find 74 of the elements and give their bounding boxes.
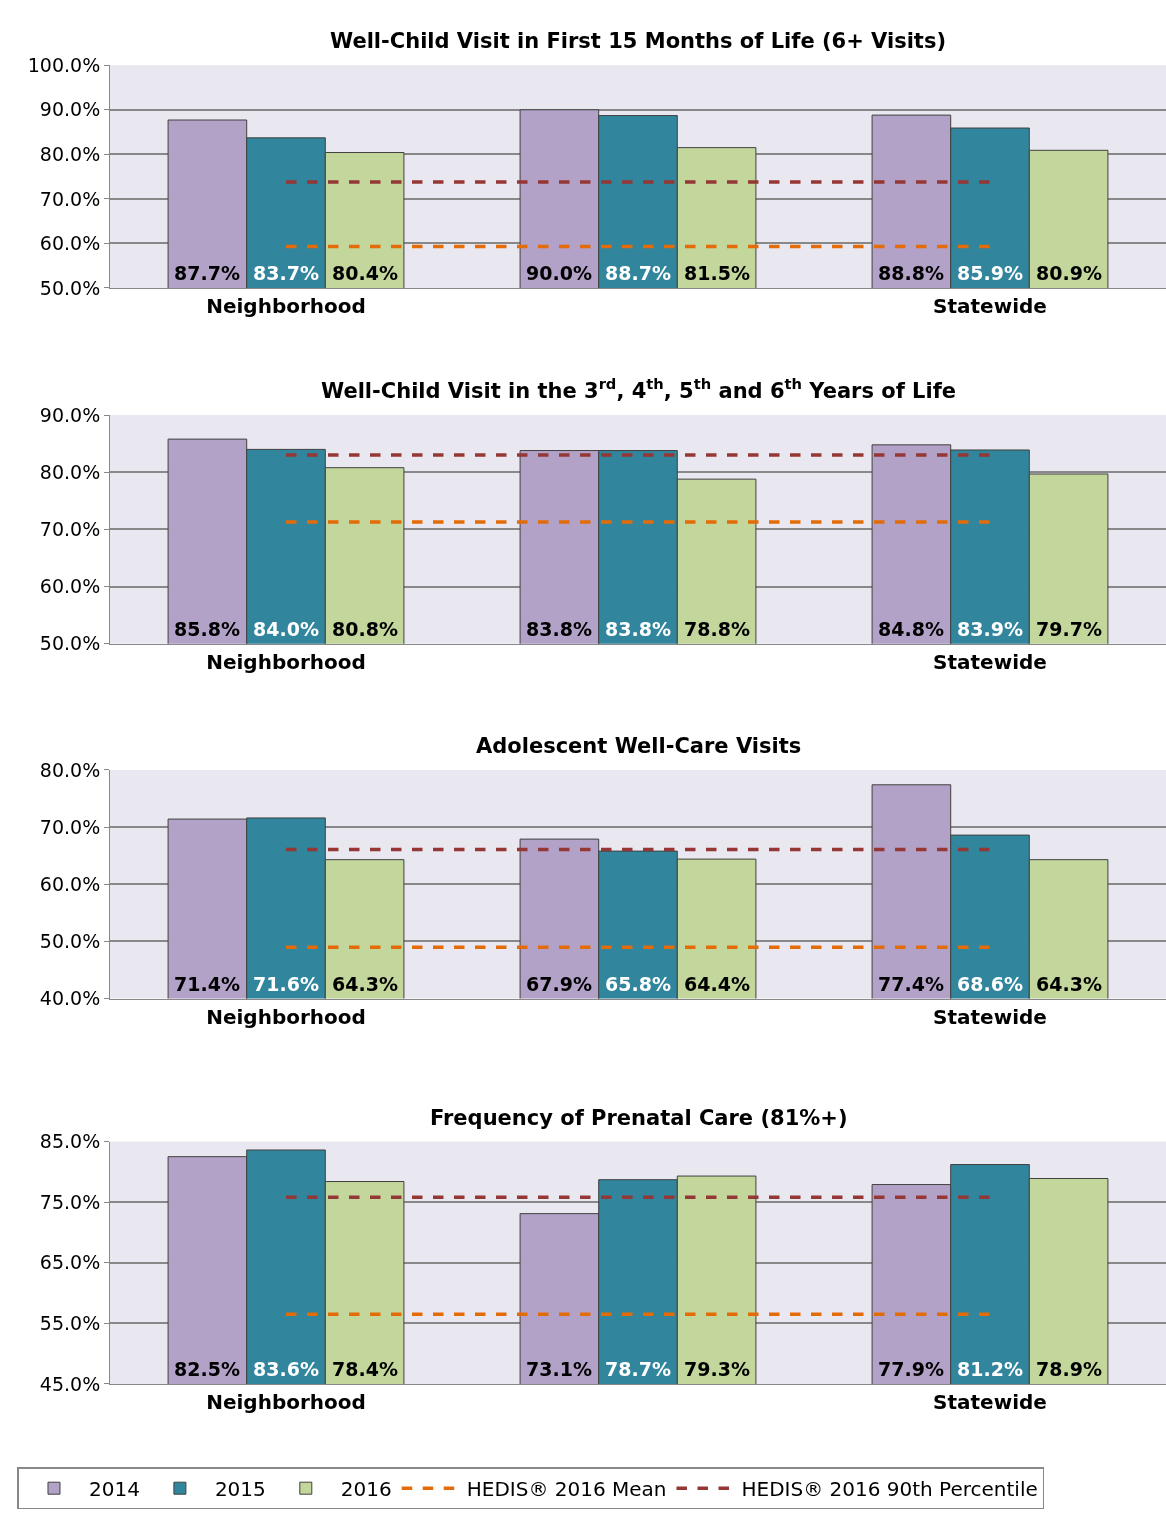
data-label: 73.1% bbox=[526, 1358, 592, 1380]
data-label: 71.6% bbox=[253, 973, 319, 995]
data-label: 80.8% bbox=[332, 618, 398, 640]
data-label: 83.8% bbox=[605, 618, 671, 640]
legend-label: 2016 bbox=[340, 1477, 392, 1501]
y-tick-label: 45.0% bbox=[39, 1372, 101, 1395]
y-tick-label: 70.0% bbox=[39, 518, 101, 541]
data-label: 77.4% bbox=[878, 973, 944, 995]
x-tick-label: Neighborhood bbox=[206, 1004, 366, 1029]
data-label: 64.4% bbox=[684, 973, 750, 995]
data-label: 78.8% bbox=[684, 618, 750, 640]
legend-label: HEDIS® 2016 90th Percentile bbox=[741, 1477, 1038, 1501]
x-tick-label: Neighborhood bbox=[206, 293, 366, 318]
data-label: 71.4% bbox=[174, 973, 240, 995]
y-tick-label: 50.0% bbox=[39, 632, 101, 655]
y-tick-label: 60.0% bbox=[39, 872, 101, 895]
x-tick-label: Statewide bbox=[933, 1389, 1047, 1414]
data-label: 83.9% bbox=[957, 618, 1023, 640]
data-label: 84.0% bbox=[253, 618, 319, 640]
x-tick-label: Neighborhood bbox=[206, 1389, 366, 1414]
data-label: 78.9% bbox=[1036, 1358, 1102, 1380]
data-label: 84.8% bbox=[878, 618, 944, 640]
x-tick-label: Statewide bbox=[933, 649, 1047, 674]
data-label: 64.3% bbox=[1036, 973, 1102, 995]
legend-label: HEDIS® 2016 Mean bbox=[466, 1477, 667, 1501]
data-label: 83.8% bbox=[526, 618, 592, 640]
chart-title: Well-Child Visit in First 15 Months of Life (6+ Visits) bbox=[330, 29, 946, 53]
x-tick-label: Statewide bbox=[933, 1004, 1047, 1029]
data-label: 88.7% bbox=[605, 262, 671, 284]
data-label: 82.5% bbox=[174, 1358, 240, 1380]
y-tick-label: 55.0% bbox=[39, 1312, 101, 1335]
data-label: 90.0% bbox=[526, 262, 592, 284]
chart-title: Adolescent Well-Care Visits bbox=[476, 734, 802, 758]
chart-title: Frequency of Prenatal Care (81%+) bbox=[430, 1106, 848, 1130]
data-label: 67.9% bbox=[526, 973, 592, 995]
y-tick-label: 85.0% bbox=[39, 1130, 101, 1153]
data-label: 87.7% bbox=[174, 262, 240, 284]
data-label: 79.3% bbox=[684, 1358, 750, 1380]
chart-title: Well-Child Visit in the 3$^{rd}$, 4$^{th}$, 5$^{th}$ and 6$^{th}$ Years of Life bbox=[321, 375, 957, 403]
data-label: 65.8% bbox=[605, 973, 671, 995]
legend-label: 2014 bbox=[88, 1477, 140, 1501]
data-label: 77.9% bbox=[878, 1358, 944, 1380]
y-tick-label: 50.0% bbox=[39, 930, 101, 953]
x-tick-label: Statewide bbox=[933, 293, 1047, 318]
y-tick-label: 100.0% bbox=[27, 53, 101, 76]
data-label: 85.9% bbox=[957, 262, 1023, 284]
legend-label: 2015 bbox=[214, 1477, 266, 1501]
data-label: 80.4% bbox=[332, 262, 398, 284]
data-label: 81.2% bbox=[957, 1358, 1023, 1380]
y-tick-label: 65.0% bbox=[39, 1251, 101, 1274]
data-label: 83.6% bbox=[253, 1358, 319, 1380]
y-tick-label: 60.0% bbox=[39, 575, 101, 598]
data-label: 83.7% bbox=[253, 262, 319, 284]
data-label: 64.3% bbox=[332, 973, 398, 995]
y-tick-label: 75.0% bbox=[39, 1190, 101, 1213]
data-label: 85.8% bbox=[174, 618, 240, 640]
y-tick-label: 90.0% bbox=[39, 403, 101, 426]
y-tick-label: 80.0% bbox=[39, 758, 101, 781]
y-tick-label: 70.0% bbox=[39, 815, 101, 838]
y-tick-label: 40.0% bbox=[39, 987, 101, 1010]
y-tick-label: 80.0% bbox=[39, 460, 101, 483]
y-tick-label: 90.0% bbox=[39, 98, 101, 121]
y-tick-label: 80.0% bbox=[39, 142, 101, 165]
x-tick-label: Neighborhood bbox=[206, 649, 366, 674]
data-label: 78.7% bbox=[605, 1358, 671, 1380]
data-label: 68.6% bbox=[957, 973, 1023, 995]
y-tick-label: 60.0% bbox=[39, 232, 101, 255]
y-tick-label: 50.0% bbox=[39, 276, 101, 299]
data-label: 79.7% bbox=[1036, 618, 1102, 640]
data-label: 88.8% bbox=[878, 262, 944, 284]
y-tick-label: 70.0% bbox=[39, 187, 101, 210]
data-label: 80.9% bbox=[1036, 262, 1102, 284]
data-label: 81.5% bbox=[684, 262, 750, 284]
data-label: 78.4% bbox=[332, 1358, 398, 1380]
